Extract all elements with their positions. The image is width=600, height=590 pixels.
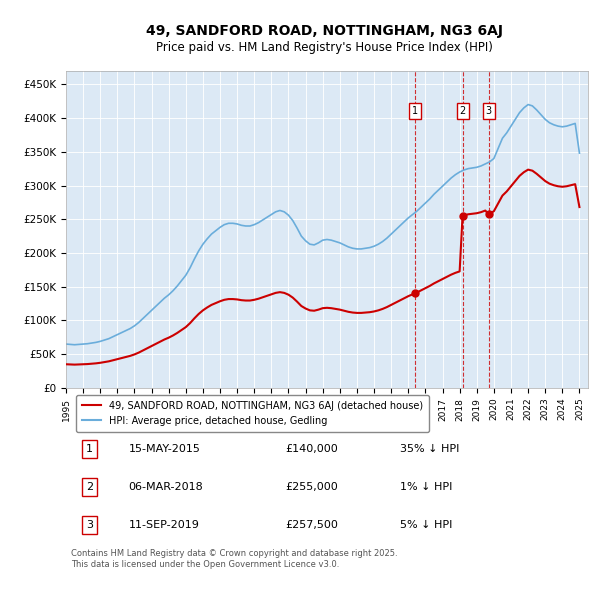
Text: £255,000: £255,000 xyxy=(285,482,338,492)
Text: 11-SEP-2019: 11-SEP-2019 xyxy=(128,520,200,530)
Text: 1: 1 xyxy=(412,106,418,116)
Text: Contains HM Land Registry data © Crown copyright and database right 2025.
This d: Contains HM Land Registry data © Crown c… xyxy=(71,549,398,569)
Text: 5% ↓ HPI: 5% ↓ HPI xyxy=(400,520,452,530)
Text: 35% ↓ HPI: 35% ↓ HPI xyxy=(400,444,460,454)
Text: 15-MAY-2015: 15-MAY-2015 xyxy=(128,444,200,454)
Legend: 49, SANDFORD ROAD, NOTTINGHAM, NG3 6AJ (detached house), HPI: Average price, det: 49, SANDFORD ROAD, NOTTINGHAM, NG3 6AJ (… xyxy=(76,395,429,431)
Text: £257,500: £257,500 xyxy=(285,520,338,530)
Text: 3: 3 xyxy=(86,520,93,530)
Text: £140,000: £140,000 xyxy=(285,444,338,454)
Text: 1% ↓ HPI: 1% ↓ HPI xyxy=(400,482,452,492)
Text: 49, SANDFORD ROAD, NOTTINGHAM, NG3 6AJ: 49, SANDFORD ROAD, NOTTINGHAM, NG3 6AJ xyxy=(146,24,503,38)
Text: 3: 3 xyxy=(485,106,491,116)
Text: 2: 2 xyxy=(460,106,466,116)
Text: 1: 1 xyxy=(86,444,93,454)
Text: Price paid vs. HM Land Registry's House Price Index (HPI): Price paid vs. HM Land Registry's House … xyxy=(155,41,493,54)
Text: 06-MAR-2018: 06-MAR-2018 xyxy=(128,482,203,492)
Text: 2: 2 xyxy=(86,482,93,492)
